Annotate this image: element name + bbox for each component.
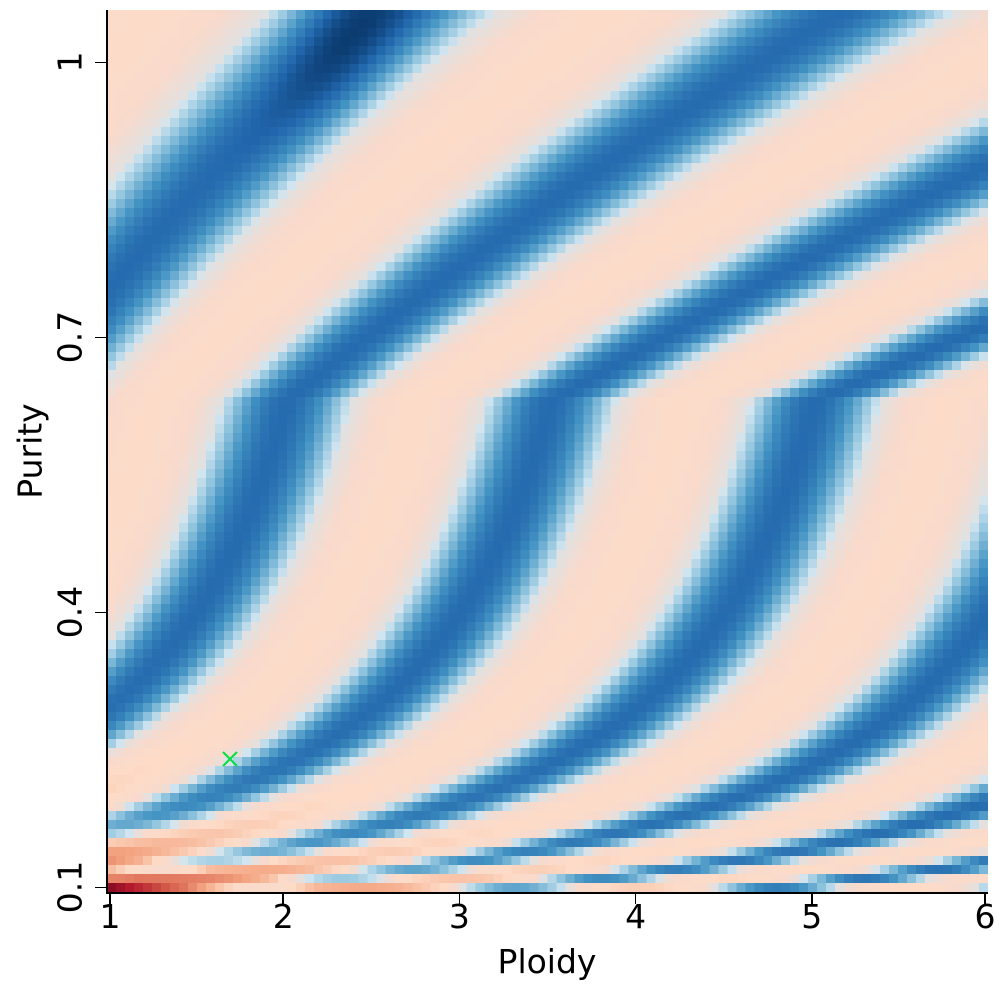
- x-tick-label: 1: [99, 897, 121, 936]
- x-tick-mark: [282, 892, 284, 904]
- x-tick-mark: [984, 892, 986, 904]
- best-fit-x-marker-icon: [222, 751, 239, 767]
- x-tick-label: 2: [272, 897, 294, 936]
- x-tick-label: 4: [625, 897, 647, 936]
- x-tick-label: 5: [801, 897, 823, 936]
- y-tick-label: 0.1: [50, 861, 90, 914]
- y-axis-title: Purity: [10, 403, 50, 499]
- y-tick-label: 0.7: [50, 311, 90, 364]
- x-tick-mark: [811, 892, 813, 904]
- y-tick-mark: [95, 611, 107, 614]
- y-axis-line: [106, 10, 108, 893]
- x-tick-label: 6: [974, 897, 996, 936]
- heatmap-plot-area: [107, 10, 988, 892]
- x-axis-line: [106, 892, 988, 894]
- y-tick-mark: [95, 61, 107, 63]
- y-tick-mark: [95, 886, 107, 889]
- x-axis-title: Ploidy: [497, 942, 597, 981]
- y-tick-label: 0.4: [50, 586, 90, 639]
- x-tick-mark: [458, 892, 461, 904]
- x-tick-mark: [634, 892, 637, 904]
- x-tick-label: 3: [448, 897, 470, 936]
- y-tick-label: 1: [50, 51, 90, 73]
- y-tick-mark: [95, 336, 107, 339]
- x-tick-mark: [109, 892, 111, 904]
